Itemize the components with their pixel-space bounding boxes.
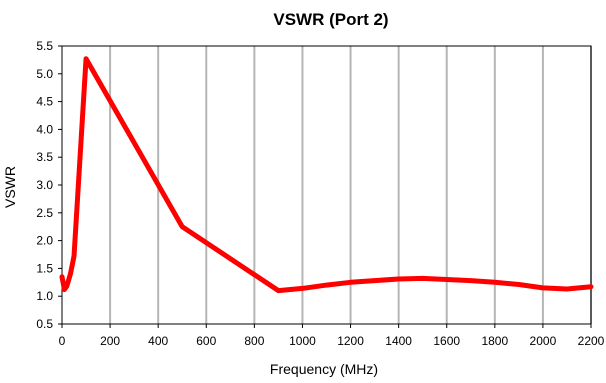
x-tick-label: 200 — [100, 334, 120, 348]
x-tick-label: 1200 — [337, 334, 364, 348]
series-line-0 — [59, 56, 594, 294]
chart-title: VSWR (Port 2) — [273, 10, 388, 29]
x-tick-label: 1800 — [481, 334, 508, 348]
x-tick-label: 400 — [148, 334, 168, 348]
y-tick-label: 5.5 — [36, 39, 53, 53]
y-tick-label: 4.0 — [36, 122, 53, 136]
x-tick-label: 1600 — [433, 334, 460, 348]
series-layer — [59, 56, 594, 294]
x-axis-title: Frequency (MHz) — [270, 361, 378, 377]
x-tick-label: 1000 — [289, 334, 316, 348]
y-tick-label: 3.0 — [36, 178, 53, 192]
y-tick-label: 2.5 — [36, 206, 53, 220]
y-tick-label: 3.5 — [36, 150, 53, 164]
y-tick-label: 1.0 — [36, 289, 53, 303]
y-tick-label: 2.0 — [36, 234, 53, 248]
y-tick-label: 0.5 — [36, 317, 53, 331]
y-tick-label: 5.0 — [36, 67, 53, 81]
y-tick-label: 1.5 — [36, 261, 53, 275]
x-tick-label: 0 — [59, 334, 66, 348]
x-tick-label: 800 — [244, 334, 264, 348]
y-axis-title: VSWR — [2, 166, 18, 208]
x-tick-label: 1400 — [385, 334, 412, 348]
y-tick-label: 4.5 — [36, 95, 53, 109]
x-tick-label: 2000 — [530, 334, 557, 348]
x-tick-label: 600 — [196, 334, 216, 348]
x-tick-label: 2200 — [578, 334, 605, 348]
ticks-layer: 0 200 400 600 800 1000 1200 1400 1600 1800 2000 220… — [36, 39, 604, 348]
